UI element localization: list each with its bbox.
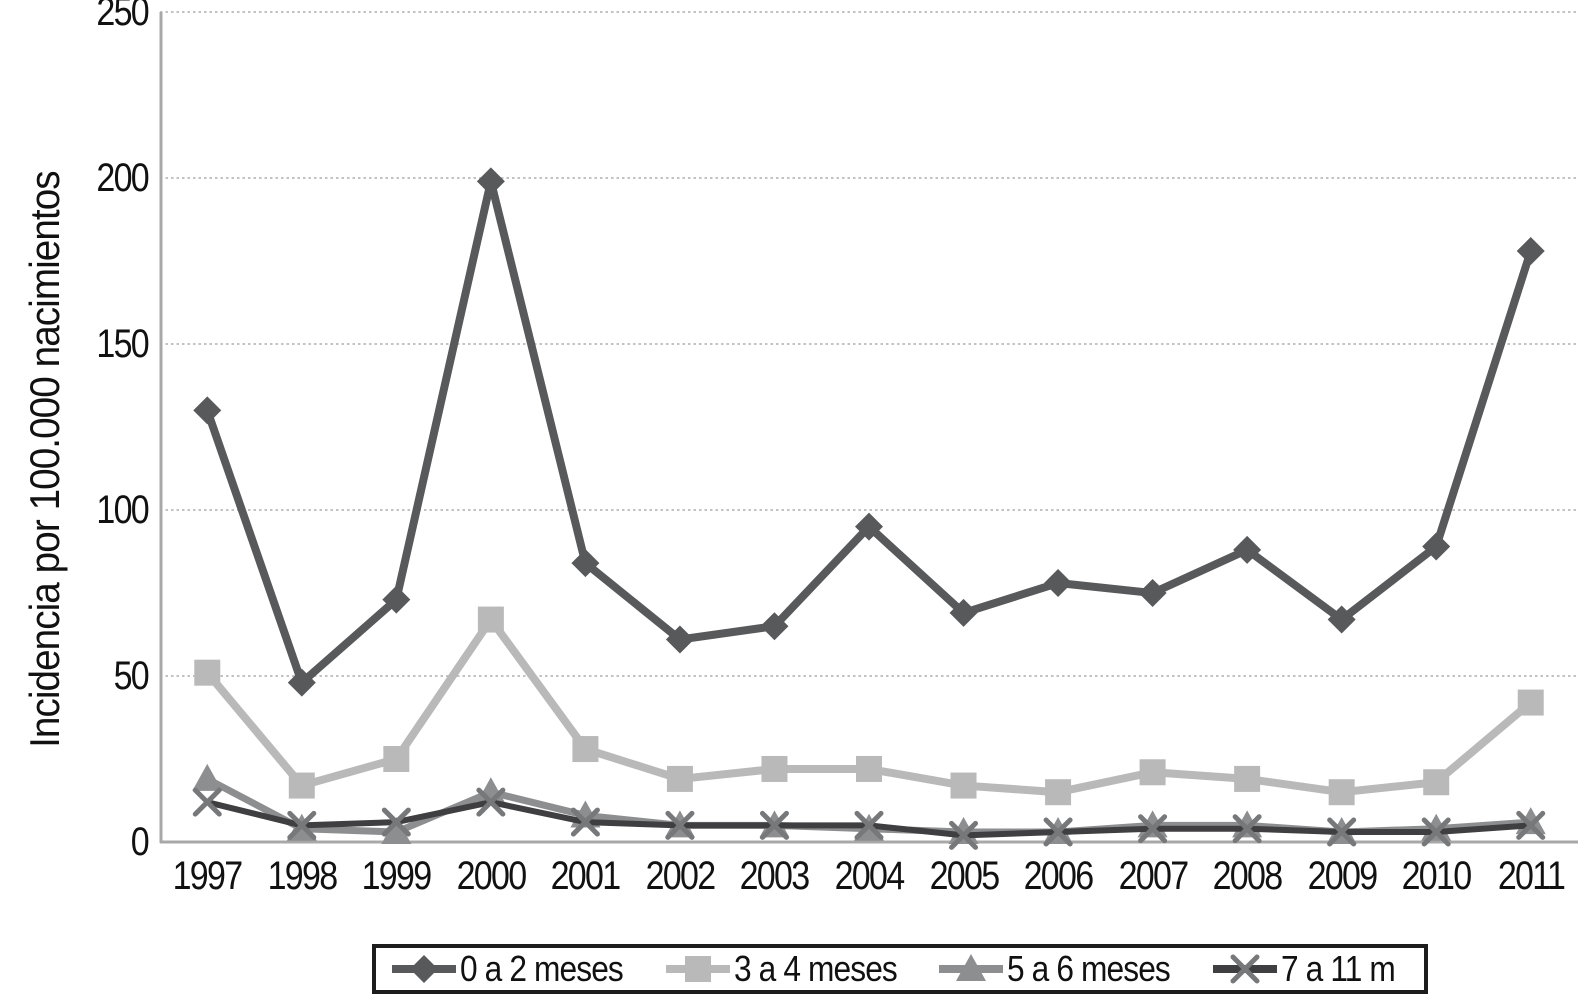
x-tick-label: 2008 xyxy=(1212,854,1284,898)
y-tick-label: 0 xyxy=(130,820,150,864)
square-marker xyxy=(856,755,882,782)
x-tick-label: 1999 xyxy=(361,854,433,898)
triangle-marker xyxy=(956,954,987,981)
legend-key-square-icon xyxy=(665,956,730,982)
diamond-marker xyxy=(1138,579,1167,607)
x-tick-label: 2002 xyxy=(645,854,716,898)
square-marker xyxy=(1045,779,1072,806)
square-marker xyxy=(194,659,221,686)
x-tick-label: 2009 xyxy=(1307,854,1378,898)
x-marker xyxy=(287,810,317,840)
x-marker xyxy=(949,820,979,850)
series-7-a-11-m xyxy=(192,787,1546,850)
square-marker xyxy=(288,772,315,799)
x-marker xyxy=(665,810,695,840)
diamond-marker xyxy=(665,625,694,654)
diamond-marker xyxy=(855,512,883,541)
plot-area xyxy=(159,11,1578,850)
legend-item-0-a-2-meses: 0 a 2 meses xyxy=(390,948,645,990)
diamond-marker xyxy=(193,396,222,425)
diamond-marker xyxy=(1233,535,1262,564)
x-marker xyxy=(476,787,506,817)
x-marker xyxy=(759,810,789,840)
square-marker xyxy=(1234,765,1261,792)
series-0-a-2-meses xyxy=(193,167,1545,697)
x-marker xyxy=(1516,810,1546,840)
x-marker xyxy=(570,807,600,837)
y-tick-label: 150 xyxy=(96,322,149,366)
legend: 0 a 2 meses 3 a 4 meses 5 a 6 meses 7 a 11 … xyxy=(372,944,1428,994)
x-marker xyxy=(192,787,222,817)
triangle-marker xyxy=(192,763,223,791)
square-marker xyxy=(1139,759,1166,786)
diamond-marker xyxy=(287,668,316,697)
square-marker xyxy=(950,772,977,799)
x-marker xyxy=(1232,814,1262,844)
y-axis-title-wrap: Incidencia por 100.000 nacimientos xyxy=(15,10,75,910)
triangle-marker xyxy=(381,817,412,845)
diamond-marker xyxy=(382,585,411,614)
x-marker xyxy=(1421,817,1451,847)
legend-label: 3 a 4 meses xyxy=(733,948,898,989)
legend-key-x-icon xyxy=(1212,954,1277,984)
x-tick-label: 2011 xyxy=(1497,854,1566,898)
square-marker xyxy=(684,956,711,982)
x-marker xyxy=(1138,814,1168,844)
legend-label: 0 a 2 meses xyxy=(460,948,624,989)
diamond-marker xyxy=(1516,237,1545,266)
square-marker xyxy=(666,765,693,792)
diamond-marker xyxy=(410,955,438,983)
series-3-a-4-meses xyxy=(194,606,1544,806)
x-tick-label: 2004 xyxy=(834,854,906,898)
diamond-marker xyxy=(949,598,978,627)
x-tick-label: 2001 xyxy=(550,854,622,898)
diamond-marker xyxy=(571,549,600,578)
y-tick-label: 250 xyxy=(96,0,149,34)
x-tick-label: 1997 xyxy=(172,854,244,898)
y-tick-label: 100 xyxy=(96,488,149,532)
legend-item-5-a-6-meses: 5 a 6 meses xyxy=(937,948,1192,990)
square-marker xyxy=(1328,779,1355,806)
diamond-marker xyxy=(1422,532,1451,561)
x-tick-label: 2007 xyxy=(1118,854,1189,898)
x-marker xyxy=(854,810,884,840)
legend-key-triangle-icon xyxy=(939,954,1004,981)
legend-label: 7 a 11 m xyxy=(1280,948,1396,989)
chart-canvas xyxy=(159,11,1578,850)
series-line xyxy=(203,177,1535,687)
diamond-marker xyxy=(1327,605,1356,634)
diamond-marker xyxy=(760,612,789,641)
square-marker xyxy=(572,736,599,763)
x-marker xyxy=(381,807,411,837)
legend-item-7-a-11-m: 7 a 11 m xyxy=(1211,948,1410,990)
square-marker xyxy=(1423,769,1450,796)
x-marker xyxy=(1230,954,1260,984)
square-marker xyxy=(761,755,788,782)
x-tick-label: 2006 xyxy=(1023,854,1095,898)
y-tick-label: 200 xyxy=(96,156,149,200)
x-tick-label: 2003 xyxy=(740,854,811,898)
legend-key-diamond-icon xyxy=(392,955,456,983)
x-tick-label: 2000 xyxy=(456,854,527,898)
x-tick-label: 2005 xyxy=(929,854,1000,898)
legend-item-3-a-4-meses: 3 a 4 meses xyxy=(664,948,919,990)
diamond-marker xyxy=(1044,569,1073,598)
x-tick-label: 1998 xyxy=(267,854,338,898)
square-marker xyxy=(477,606,504,633)
y-tick-label: 50 xyxy=(113,654,150,698)
diamond-marker xyxy=(476,167,505,196)
legend-label: 5 a 6 meses xyxy=(1007,948,1171,989)
square-marker xyxy=(1517,689,1544,716)
x-marker xyxy=(1043,817,1073,847)
x-marker xyxy=(1327,817,1357,847)
x-tick-label: 2010 xyxy=(1401,854,1473,898)
square-marker xyxy=(383,746,410,772)
